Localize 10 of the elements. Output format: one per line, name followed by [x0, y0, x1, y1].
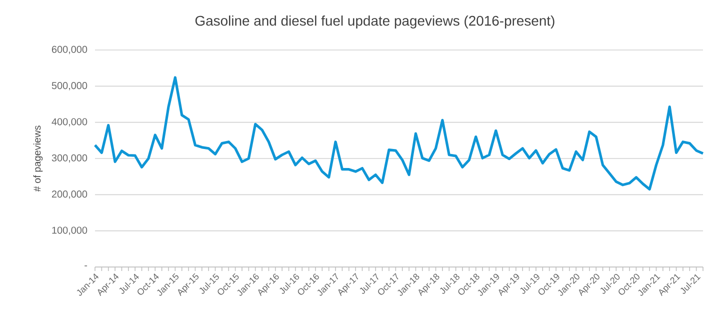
y-tick-label: -	[84, 265, 88, 266]
y-axis-title: # of pageviews	[33, 126, 43, 192]
y-tick-label: 100,000	[52, 226, 88, 235]
y-tick-label: 600,000	[52, 46, 88, 54]
y-tick-label: 400,000	[52, 118, 88, 126]
line-series	[94, 76, 704, 191]
y-tick-label: 200,000	[52, 190, 88, 199]
chart-title: Gasoline and diesel fuel update pageviews (2016-present)	[195, 15, 554, 28]
y-tick-label: 500,000	[52, 82, 88, 90]
y-tick-label: 300,000	[52, 154, 88, 163]
